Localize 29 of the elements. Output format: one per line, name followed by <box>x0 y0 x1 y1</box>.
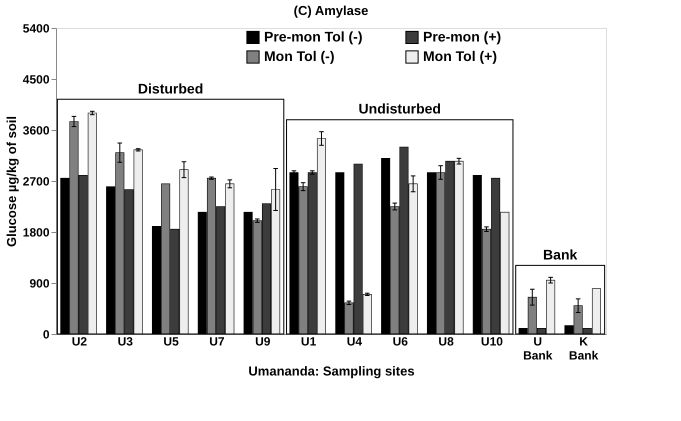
x-tick-label: U1 <box>300 334 317 348</box>
legend-label: Pre-mon Tol (-) <box>264 28 363 44</box>
legend-label: Pre-mon (+) <box>423 28 502 44</box>
y-tick-label: 1800 <box>22 226 50 240</box>
annotation: Disturbed <box>138 80 204 96</box>
x-tick-label: U Bank <box>523 334 553 362</box>
x-tick-label: U5 <box>163 334 180 348</box>
x-tick-label: U7 <box>209 334 225 348</box>
chart-title: (C) Amylase <box>294 3 368 18</box>
x-axis-title: Umananda: Sampling sites <box>248 364 415 378</box>
annotation: Bank <box>543 246 578 262</box>
y-tick-label: 0 <box>42 328 50 342</box>
y-tick-label: 5400 <box>22 22 50 36</box>
x-tick-label: U3 <box>118 334 134 348</box>
x-tick-label: K Bank <box>568 334 599 362</box>
y-axis-title: Glucose µg/kg of soil <box>4 116 19 248</box>
x-tick-label: U2 <box>72 334 88 348</box>
y-tick-label: 2700 <box>22 174 50 188</box>
legend-label: Mon Tol (+) <box>423 48 497 64</box>
x-tick-label: U9 <box>255 334 271 348</box>
y-tick-label: 900 <box>29 276 50 290</box>
y-tick-label: 3600 <box>22 124 50 138</box>
x-tick-label: U10 <box>480 334 504 348</box>
x-tick-label: U6 <box>392 334 408 348</box>
x-tick-label: U8 <box>438 334 454 348</box>
x-tick-label: U4 <box>346 334 362 348</box>
legend-label: Mon Tol (-) <box>264 48 334 64</box>
annotation: Undisturbed <box>358 100 441 117</box>
y-tick-label: 4500 <box>22 72 50 86</box>
